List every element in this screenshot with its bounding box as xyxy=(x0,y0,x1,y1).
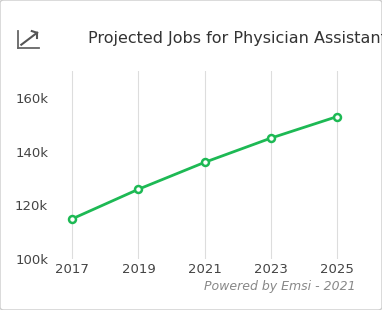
Text: Powered by Emsi - 2021: Powered by Emsi - 2021 xyxy=(204,280,355,293)
Text: Projected Jobs for Physician Assistants: Projected Jobs for Physician Assistants xyxy=(88,31,382,46)
